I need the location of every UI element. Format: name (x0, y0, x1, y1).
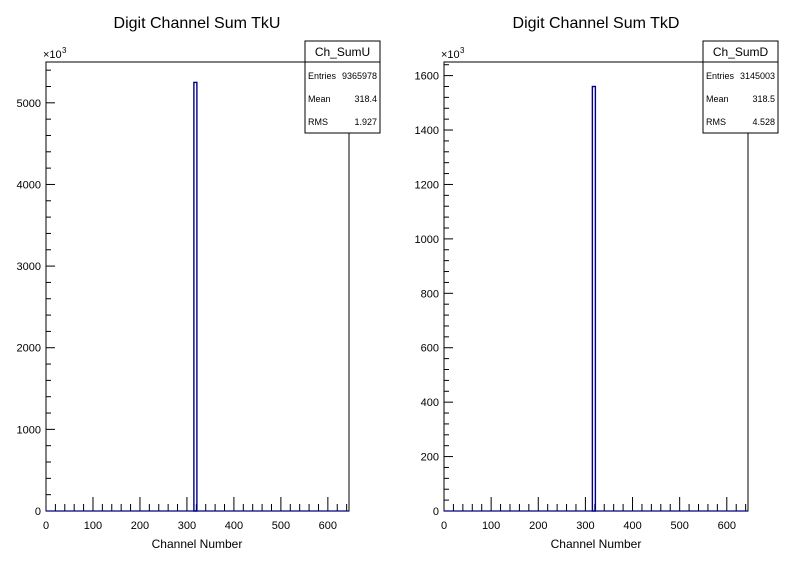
x-tick-label: 0 (441, 520, 447, 532)
stats-row-label: Mean (706, 94, 729, 104)
y-tick-label: 400 (421, 397, 439, 409)
y-tick-label: 2000 (17, 343, 41, 355)
y-tick-label: 1400 (415, 125, 439, 137)
stats-row-value: 3145003 (740, 71, 775, 81)
y-tick-label: 600 (421, 343, 439, 355)
histogram-pad-1: Digit Channel Sum TkU 0 100 200 300 400 500 600… (17, 15, 381, 551)
x-tick-label: 600 (718, 520, 736, 532)
stats-row-value: 4.528 (752, 117, 775, 127)
y-tick-label: 1200 (415, 179, 439, 191)
stats-row-value: 9365978 (342, 71, 377, 81)
x-tick-label: 0 (43, 520, 49, 532)
y-tick-label: 1000 (17, 424, 41, 436)
x-tick-label: 400 (225, 520, 243, 532)
stats-row-label: Mean (308, 94, 331, 104)
x-tick-label: 100 (482, 520, 500, 532)
stats-row-label: RMS (308, 117, 328, 127)
y-tick-label: 0 (433, 506, 439, 518)
stats-box-name: Ch_SumD (713, 45, 769, 59)
stats-box-frame (304, 40, 381, 134)
y-axis-exponent-power: 3 (62, 46, 67, 55)
chart-title: Digit Channel Sum TkD (513, 15, 680, 32)
stats-box-frame (702, 40, 779, 134)
histogram-pad-2: Digit Channel Sum TkD 0 100 200 300 400 500 600… (415, 15, 779, 551)
y-tick-label: 1000 (415, 234, 439, 246)
x-tick-label: 600 (319, 520, 337, 532)
y-tick-label: 800 (421, 288, 439, 300)
y-tick-label: 0 (35, 506, 41, 518)
stats-box: Ch_SumU Entries 9365978 Mean 318.4 RMS 1.927 (304, 40, 381, 134)
y-tick-label: 5000 (17, 98, 41, 110)
x-tick-label: 400 (623, 520, 641, 532)
stats-row-value: 318.5 (752, 94, 775, 104)
y-tick-label: 1600 (415, 71, 439, 83)
y-axis-exponent-power: 3 (460, 46, 465, 55)
stats-row-value: 1.927 (354, 117, 377, 127)
x-tick-label: 200 (529, 520, 547, 532)
y-tick-label: 3000 (17, 261, 41, 273)
x-tick-label: 100 (84, 520, 102, 532)
stats-row-label: Entries (706, 71, 735, 81)
y-tick-label: 200 (421, 452, 439, 464)
x-axis-label: Channel Number (551, 537, 642, 551)
y-axis-exponent: ×10 (43, 49, 62, 61)
x-axis-label: Channel Number (152, 537, 243, 551)
stats-box: Ch_SumD Entries 3145003 Mean 318.5 RMS 4.528 (702, 40, 779, 134)
y-axis-exponent: ×10 (441, 49, 460, 61)
x-tick-label: 200 (131, 520, 149, 532)
x-tick-label: 300 (178, 520, 196, 532)
x-tick-label: 500 (670, 520, 688, 532)
stats-row-label: RMS (706, 117, 726, 127)
x-tick-label: 300 (576, 520, 594, 532)
chart-title: Digit Channel Sum TkU (114, 15, 281, 32)
x-tick-label: 500 (272, 520, 290, 532)
stats-box-name: Ch_SumU (315, 45, 370, 59)
stats-row-label: Entries (308, 71, 337, 81)
stats-row-value: 318.4 (354, 94, 377, 104)
y-tick-label: 4000 (17, 179, 41, 191)
